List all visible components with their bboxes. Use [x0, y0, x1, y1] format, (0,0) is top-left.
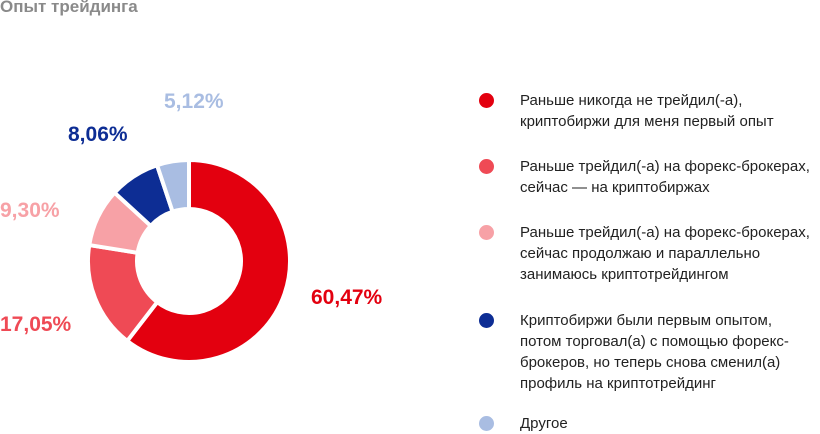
legend-marker-2 [479, 159, 494, 174]
legend-marker-4 [479, 313, 494, 328]
legend-label-line: занимаюсь криптотрейдингом [520, 266, 729, 283]
legend-item-5: Другое [520, 413, 820, 434]
legend-label-line: сейчас продолжаю и параллельно [520, 245, 761, 262]
legend-item-3: Раньше трейдил(-а) на форекс-брокерах, се… [520, 222, 820, 285]
legend-label-line: Другое [520, 415, 568, 432]
legend-label-line: сейчас — на криптобиржах [520, 179, 710, 196]
slice-value-label-5: 5,12% [164, 90, 224, 113]
slice-value-label-1: 60,47% [311, 286, 383, 309]
legend-marker-5 [479, 416, 494, 431]
legend-label-line: криптобиржи для меня первый опыт [520, 113, 774, 130]
legend-label-line: профиль на криптотрейдинг [520, 375, 716, 392]
legend-label-line: потом торговал(а) с помощью форекс- [520, 333, 789, 350]
legend-label-line: Раньше трейдил(-а) на форекс-брокерах, [520, 158, 810, 175]
chart-title: Опыт трейдинга [0, 0, 138, 16]
pie-slice-5 [155, 158, 191, 214]
legend-label-line: Раньше никогда не трейдил(-а), [520, 92, 743, 109]
legend-item-2: Раньше трейдил(-а) на форекс-брокерах, се… [520, 156, 820, 198]
legend-marker-1 [479, 93, 494, 108]
slice-value-label-3: 9,30% [0, 199, 60, 222]
legend-item-4: Криптобиржи были первым опытом, потом тор… [520, 310, 820, 394]
legend-label-line: Раньше трейдил(-а) на форекс-брокерах, [520, 224, 810, 241]
legend-marker-3 [479, 225, 494, 240]
slice-value-label-4: 8,06% [68, 123, 128, 146]
legend-label-line: Криптобиржи были первым опытом, [520, 312, 772, 329]
pie-slice-1 [125, 158, 292, 364]
slice-value-label-2: 17,05% [0, 313, 72, 336]
legend-item-1: Раньше никогда не трейдил(-а), криптобирж… [520, 90, 820, 132]
legend-label-line: брокеров, но теперь снова сменил(а) [520, 354, 781, 371]
